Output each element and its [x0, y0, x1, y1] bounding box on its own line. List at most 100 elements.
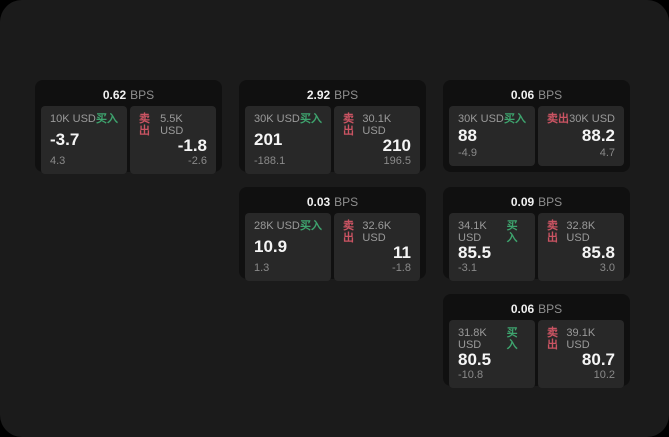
buy-tag: 买入 — [506, 327, 518, 351]
sell-quote-panel[interactable]: 卖出 30K USD 88.2 4.7 — [538, 106, 624, 166]
bps-unit-label: BPS — [538, 195, 563, 209]
bps-value: 2.92 — [306, 88, 331, 102]
quote-card: 0.03 BPS 28K USD 买入 10.9 1.3 卖出 32.6K US… — [239, 187, 426, 281]
buy-delta: -10.8 — [458, 369, 484, 381]
bps-unit-label: BPS — [334, 88, 359, 102]
bps-header: 2.92 BPS — [245, 85, 420, 106]
buy-amount: 30K USD — [254, 113, 300, 125]
sell-quote-panel[interactable]: 卖出 5.5K USD -1.8 -2.6 — [130, 106, 216, 174]
bps-unit-label: BPS — [538, 88, 563, 102]
sell-label-row: 卖出 32.8K USD — [547, 220, 615, 244]
sell-price: 85.8 — [581, 243, 615, 262]
quote-card: 0.06 BPS 31.8K USD 买入 80.5 -10.8 卖出 39.1… — [443, 294, 630, 388]
sell-amount: 30K USD — [569, 113, 615, 125]
quote-card: 2.92 BPS 30K USD 买入 201 -188.1 卖出 30.1K … — [239, 80, 426, 174]
buy-amount: 30K USD — [458, 113, 504, 125]
sell-amount: 30.1K USD — [362, 113, 392, 137]
sell-quote-panel[interactable]: 卖出 32.6K USD 11 -1.8 — [334, 213, 420, 281]
buy-amount: 28K USD — [254, 220, 300, 232]
bps-unit-label: BPS — [334, 195, 359, 209]
sell-quote-panel[interactable]: 卖出 32.8K USD 85.8 3.0 — [538, 213, 624, 281]
buy-label-row: 30K USD 买入 — [254, 113, 322, 125]
sell-quote-panel[interactable]: 卖出 30.1K USD 210 196.5 — [334, 106, 420, 174]
bps-header: 0.62 BPS — [41, 85, 216, 106]
buy-tag: 买入 — [96, 113, 118, 125]
buy-quote-panel[interactable]: 10K USD 买入 -3.7 4.3 — [41, 106, 127, 174]
buy-price: 85.5 — [458, 243, 492, 262]
quote-panels: 31.8K USD 买入 80.5 -10.8 卖出 39.1K USD 80.… — [449, 320, 624, 388]
bps-header: 0.03 BPS — [245, 192, 420, 213]
bps-value: 0.09 — [510, 195, 535, 209]
bps-header: 0.06 BPS — [449, 299, 624, 320]
quote-panels: 30K USD 买入 88 -4.9 卖出 30K USD 88.2 4.7 — [449, 106, 624, 166]
quote-panels: 34.1K USD 买入 85.5 -3.1 卖出 32.8K USD 85.8… — [449, 213, 624, 281]
sell-label-row: 卖出 5.5K USD — [139, 113, 207, 137]
sell-amount: 32.8K USD — [566, 220, 596, 244]
buy-price: -3.7 — [50, 130, 80, 149]
sell-delta: 196.5 — [383, 155, 411, 167]
sell-delta: 10.2 — [593, 369, 615, 381]
quote-card: 0.06 BPS 30K USD 买入 88 -4.9 卖出 30K USD 8… — [443, 80, 630, 172]
sell-tag: 卖出 — [139, 113, 150, 137]
sell-amount: 32.6K USD — [362, 220, 392, 244]
buy-quote-panel[interactable]: 31.8K USD 买入 80.5 -10.8 — [449, 320, 535, 388]
buy-tag: 买入 — [300, 220, 322, 232]
buy-price: 201 — [254, 130, 283, 149]
buy-delta: -188.1 — [254, 155, 286, 167]
sell-tag: 卖出 — [547, 220, 558, 244]
sell-price: 80.7 — [581, 350, 615, 369]
buy-delta: 1.3 — [254, 262, 270, 274]
quote-card: 0.09 BPS 34.1K USD 买入 85.5 -3.1 卖出 32.8K… — [443, 187, 630, 281]
buy-price: 10.9 — [254, 237, 288, 256]
quote-panels: 10K USD 买入 -3.7 4.3 卖出 5.5K USD -1.8 -2.… — [41, 106, 216, 174]
buy-amount: 10K USD — [50, 113, 96, 125]
sell-delta: -2.6 — [188, 155, 207, 167]
buy-label-row: 10K USD 买入 — [50, 113, 118, 125]
sell-price: 11 — [393, 243, 411, 262]
buy-quote-panel[interactable]: 30K USD 买入 88 -4.9 — [449, 106, 535, 166]
sell-quote-panel[interactable]: 卖出 39.1K USD 80.7 10.2 — [538, 320, 624, 388]
bps-header: 0.09 BPS — [449, 192, 624, 213]
sell-delta: 3.0 — [599, 262, 615, 274]
bps-header: 0.06 BPS — [449, 85, 624, 106]
buy-quote-panel[interactable]: 28K USD 买入 10.9 1.3 — [245, 213, 331, 281]
buy-delta: -3.1 — [458, 262, 477, 274]
sell-amount: 5.5K USD — [160, 113, 184, 137]
quote-card: 0.62 BPS 10K USD 买入 -3.7 4.3 卖出 5.5K USD… — [35, 80, 222, 174]
cards-board: 0.62 BPS 10K USD 买入 -3.7 4.3 卖出 5.5K USD… — [35, 80, 630, 388]
sell-price: -1.8 — [177, 136, 207, 155]
sell-label-row: 卖出 32.6K USD — [343, 220, 411, 244]
buy-tag: 买入 — [506, 220, 518, 244]
buy-tag: 买入 — [300, 113, 322, 125]
buy-quote-panel[interactable]: 34.1K USD 买入 85.5 -3.1 — [449, 213, 535, 281]
sell-label-row: 卖出 30.1K USD — [343, 113, 411, 137]
sell-amount: 39.1K USD — [566, 327, 596, 351]
quote-panels: 28K USD 买入 10.9 1.3 卖出 32.6K USD 11 -1.8 — [245, 213, 420, 281]
bps-value: 0.06 — [510, 88, 535, 102]
sell-tag: 卖出 — [547, 113, 569, 125]
bps-unit-label: BPS — [130, 88, 155, 102]
buy-delta: -4.9 — [458, 147, 477, 159]
sell-price: 210 — [382, 136, 411, 155]
buy-price: 80.5 — [458, 350, 492, 369]
buy-label-row: 28K USD 买入 — [254, 220, 322, 232]
buy-label-row: 31.8K USD 买入 — [458, 327, 526, 351]
sell-delta: -1.8 — [392, 262, 411, 274]
buy-quote-panel[interactable]: 30K USD 买入 201 -188.1 — [245, 106, 331, 174]
quote-panels: 30K USD 买入 201 -188.1 卖出 30.1K USD 210 1… — [245, 106, 420, 174]
buy-label-row: 34.1K USD 买入 — [458, 220, 526, 244]
sell-tag: 卖出 — [547, 327, 558, 351]
buy-label-row: 30K USD 买入 — [458, 113, 526, 125]
sell-delta: 4.7 — [599, 147, 615, 159]
bps-value: 0.03 — [306, 195, 331, 209]
sell-tag: 卖出 — [343, 113, 354, 137]
sell-tag: 卖出 — [343, 220, 354, 244]
sell-price: 88.2 — [581, 126, 615, 145]
sell-label-row: 卖出 39.1K USD — [547, 327, 615, 351]
buy-amount: 34.1K USD — [458, 220, 487, 244]
buy-amount: 31.8K USD — [458, 327, 487, 351]
buy-tag: 买入 — [504, 113, 526, 125]
bps-value: 0.06 — [510, 302, 535, 316]
